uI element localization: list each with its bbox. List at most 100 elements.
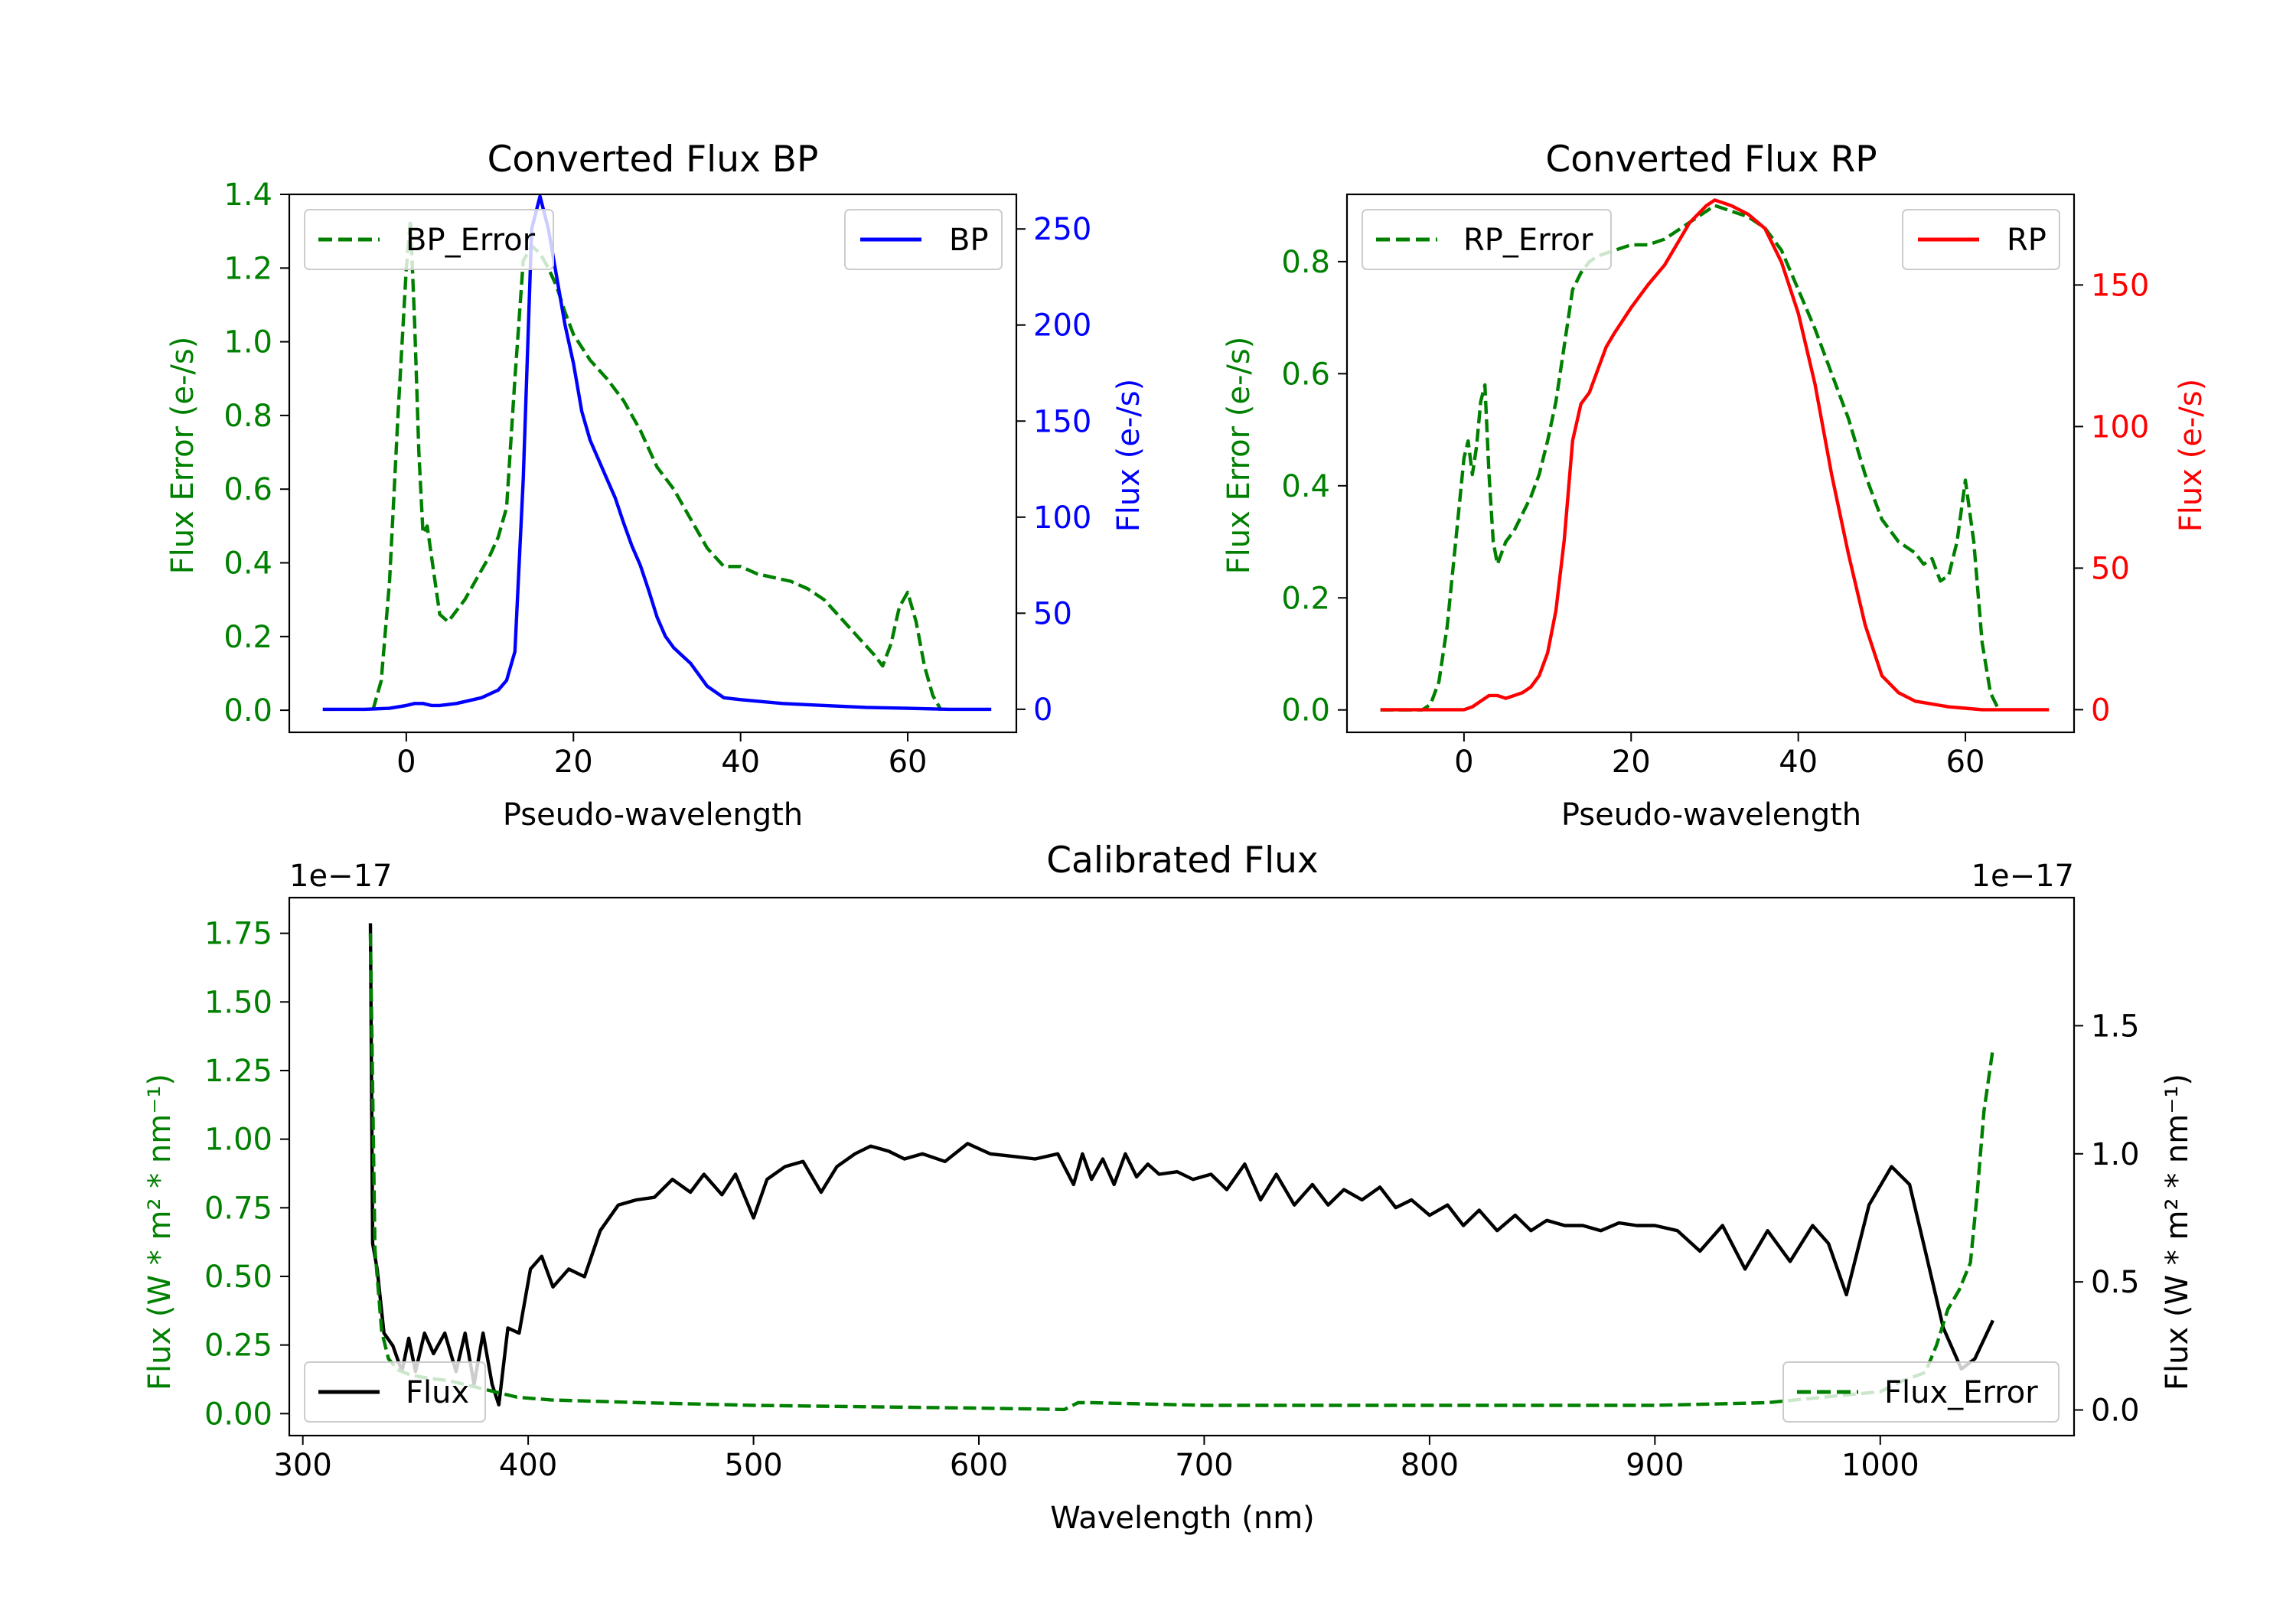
bp-legend-right-box <box>844 209 1003 270</box>
calibrated-offset-right: 1e−17 <box>1971 859 2074 894</box>
calibrated-legend-error-label: Flux_Error <box>1884 1375 2038 1410</box>
rp-title: Converted Flux RP <box>1545 139 1877 181</box>
rp-x-label: Pseudo-wavelength <box>1561 797 1861 833</box>
rp-series-rp-error <box>1380 204 2001 712</box>
rp-legend-left: RP_Error <box>1362 209 1612 270</box>
calibrated-y-label-right: Flux (W * m² * nm⁻¹) <box>2160 1074 2195 1390</box>
rp-xtick-label: 40 <box>1779 745 1818 780</box>
rp-xtick-label: 0 <box>1454 745 1473 780</box>
bp-ytick-right-label: 250 <box>1033 212 1091 247</box>
bp-title: Converted Flux BP <box>488 139 819 181</box>
rp-ytick-right-label: 150 <box>2091 268 2149 303</box>
rp-ytick-left-label: 0.2 <box>1281 581 1330 616</box>
calibrated-x-label: Wavelength (nm) <box>1050 1501 1315 1536</box>
calibrated-ytick-left-label: 0.00 <box>204 1397 272 1432</box>
calibrated-ytick-left-label: 1.25 <box>204 1054 272 1089</box>
bp-ytick-left-label: 1.2 <box>223 251 272 286</box>
bp-ytick-left-label: 0.6 <box>223 472 272 507</box>
calibrated-xtick-label: 300 <box>273 1448 331 1483</box>
bp-ytick-right-label: 200 <box>1033 308 1091 344</box>
bp-y-label-right: Flux (e-/s) <box>1111 379 1146 532</box>
calibrated-xtick-label: 1000 <box>1841 1448 1919 1483</box>
calibrated-xtick-label: 600 <box>950 1448 1008 1483</box>
calibrated-legend-left-box <box>304 1361 486 1423</box>
bp-series-bp <box>322 194 992 712</box>
bp-series-bp-error <box>371 218 943 712</box>
rp-y-label-left: Flux Error (e-/s) <box>1221 337 1257 575</box>
rp-xtick-label: 20 <box>1612 745 1651 780</box>
calibrated-ytick-left-label: 0.75 <box>204 1191 272 1226</box>
bp-legend-error-label: BP_Error <box>406 223 536 258</box>
calibrated-xtick-label: 700 <box>1175 1448 1233 1483</box>
rp-series-rp <box>1380 198 2050 712</box>
calibrated-ytick-right-label: 1.5 <box>2091 1009 2140 1044</box>
calibrated-legend-left: Flux <box>304 1361 486 1423</box>
calibrated-legend-right-box <box>1782 1361 2060 1423</box>
rp-ticks: 0 20 40 60 0.0 0.2 0.4 0.6 0.8 0 50 100 150 <box>1281 245 2149 780</box>
rp-ytick-right-label: 0 <box>2091 693 2110 728</box>
bp-xtick-label: 60 <box>889 745 928 780</box>
rp-legend-error-label: RP_Error <box>1463 223 1593 258</box>
bp-y-label-left: Flux Error (e-/s) <box>165 337 201 575</box>
calibrated-chart: Calibrated Flux Wavelength (nm) 1e−17 1e… <box>142 839 2195 1536</box>
bp-ytick-left-label: 1.4 <box>223 178 272 213</box>
calibrated-xtick-label: 800 <box>1401 1448 1459 1483</box>
bp-x-label: Pseudo-wavelength <box>503 797 803 833</box>
bp-legend-left-box <box>304 209 554 270</box>
rp-ytick-right-label: 100 <box>2091 409 2149 445</box>
bp-axes-frame <box>288 193 1018 734</box>
calibrated-xtick-label: 400 <box>499 1448 557 1483</box>
bp-ytick-right-label: 0 <box>1033 693 1052 728</box>
calibrated-axes-frame <box>288 896 2076 1437</box>
calibrated-series-flux <box>368 923 1994 1407</box>
rp-legend-left-box <box>1362 209 1612 270</box>
calibrated-ytick-left-label: 1.75 <box>204 917 272 952</box>
rp-y-label-right: Flux (e-/s) <box>2174 379 2209 532</box>
bp-ticks: 0 20 40 60 0.0 0.2 0.4 0.6 0.8 1.0 1.2 1.4 0 50 100 150… <box>223 178 1091 780</box>
calibrated-offset-left: 1e−17 <box>289 859 392 894</box>
calibrated-ytick-left-label: 1.50 <box>204 985 272 1020</box>
bp-ytick-left-label: 0.2 <box>223 620 272 655</box>
bp-ytick-right-label: 100 <box>1033 500 1091 536</box>
bp-ytick-right-label: 150 <box>1033 404 1091 439</box>
calibrated-title: Calibrated Flux <box>1046 839 1319 882</box>
calibrated-ytick-left-label: 0.25 <box>204 1328 272 1364</box>
rp-legend-right: RP <box>1902 209 2060 270</box>
calibrated-ytick-right-label: 1.0 <box>2091 1137 2140 1172</box>
bp-xtick-label: 0 <box>396 745 416 780</box>
rp-legend-right-box <box>1902 209 2060 270</box>
bp-ytick-left-label: 0.8 <box>223 399 272 434</box>
bp-xtick-label: 40 <box>721 745 760 780</box>
bp-ytick-right-label: 50 <box>1033 596 1072 631</box>
rp-ytick-left-label: 0.6 <box>1281 357 1330 392</box>
rp-legend-flux-label: RP <box>2007 223 2047 258</box>
calibrated-ticks: 300 400 500 600 700 800 900 1000 0.00 0.25 0.50 0.7… <box>204 917 2140 1483</box>
bp-ytick-left-label: 0.0 <box>223 693 272 729</box>
bp-ytick-left-label: 0.4 <box>223 546 272 582</box>
rp-xtick-label: 60 <box>1946 745 1985 780</box>
bp-xtick-label: 20 <box>554 745 593 780</box>
bp-ytick-left-label: 1.0 <box>223 325 272 360</box>
rp-ytick-left-label: 0.8 <box>1281 245 1330 280</box>
calibrated-xtick-label: 500 <box>724 1448 782 1483</box>
calibrated-ytick-left-label: 0.50 <box>204 1260 272 1295</box>
rp-axes-frame <box>1345 193 2076 734</box>
bp-lines <box>322 194 992 712</box>
calibrated-ytick-left-label: 1.00 <box>204 1123 272 1158</box>
rp-chart: Converted Flux RP Pseudo-wavelength Flux… <box>1221 139 2209 833</box>
rp-ytick-right-label: 50 <box>2091 551 2130 586</box>
rp-lines <box>1380 198 2050 712</box>
calibrated-ytick-right-label: 0.5 <box>2091 1265 2140 1300</box>
bp-legend-left: BP_Error <box>304 209 554 270</box>
calibrated-ytick-right-label: 0.0 <box>2091 1393 2140 1429</box>
rp-ytick-left-label: 0.4 <box>1281 469 1330 504</box>
rp-ytick-left-label: 0.0 <box>1281 693 1330 729</box>
calibrated-xtick-label: 900 <box>1626 1448 1684 1483</box>
bp-chart: Converted Flux BP Pseudo-wavelength Flux… <box>165 139 1146 833</box>
calibrated-y-label-left: Flux (W * m² * nm⁻¹) <box>142 1074 178 1390</box>
calibrated-legend-flux-label: Flux <box>406 1375 469 1410</box>
calibrated-legend-right: Flux_Error <box>1782 1361 2060 1423</box>
bp-legend-flux-label: BP <box>949 223 989 258</box>
bp-legend-right: BP <box>844 209 1003 270</box>
